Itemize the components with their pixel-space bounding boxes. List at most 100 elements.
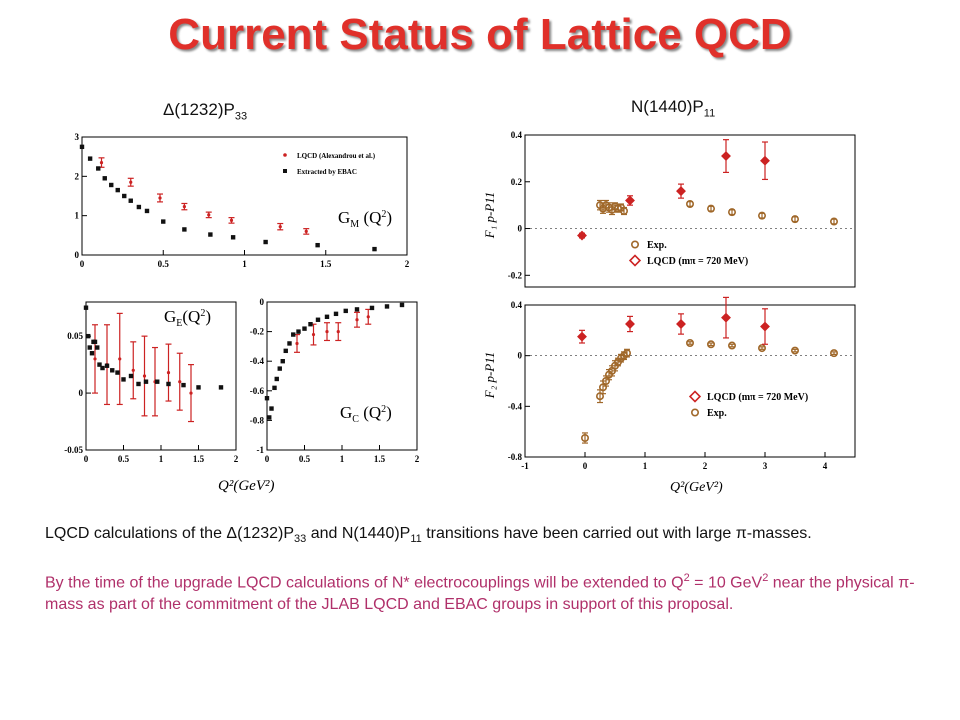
gm-point-ebac bbox=[136, 204, 142, 210]
gc-point-ebac bbox=[291, 332, 296, 337]
gm-point-lqcd bbox=[229, 218, 234, 222]
gm-point-ebac bbox=[182, 227, 187, 232]
ge-point-ebac bbox=[97, 362, 102, 367]
f2-xtick-label: 2 bbox=[703, 461, 708, 471]
f2-xtick-label: 4 bbox=[823, 461, 828, 471]
f2-point-exp bbox=[596, 392, 605, 401]
gc-point-ebac bbox=[324, 314, 330, 319]
left-heading-sub: 33 bbox=[234, 110, 248, 123]
gc-ytick-label: -0.8 bbox=[250, 415, 265, 425]
f2-legend-label: Exp. bbox=[707, 408, 727, 419]
f1-ytick-label: 0.2 bbox=[511, 177, 523, 187]
ge-point-ebac bbox=[89, 351, 95, 356]
f1-point-exp bbox=[728, 208, 737, 217]
p1-b: Δ(1232)P bbox=[226, 525, 295, 542]
f1-point-exp bbox=[686, 199, 695, 208]
f2-legend-marker bbox=[688, 390, 702, 403]
gm-ytick-label: 1 bbox=[75, 211, 80, 221]
f1-point-lqcd bbox=[760, 155, 770, 166]
f1-point-lqcd bbox=[577, 230, 587, 241]
left-heading-text: Δ(1232)P bbox=[163, 100, 235, 119]
gc-xtick-label: 0.5 bbox=[299, 454, 311, 464]
gc-point-ebac bbox=[274, 376, 279, 382]
f2-point-exp bbox=[707, 340, 716, 349]
ge-point-ebac bbox=[95, 345, 100, 350]
gm-label: GM (Q2) bbox=[338, 208, 392, 230]
gc-xtick-label: 0 bbox=[265, 454, 270, 464]
f2-point-exp bbox=[829, 349, 838, 358]
ge-point-lqcd bbox=[131, 368, 135, 372]
left-heading: Δ(1232)P33 bbox=[163, 100, 247, 122]
gm-chart: GM (Q2) 0 1 2 3 0 0.5 1 1.5 2 LQCD (Alexandrou et… bbox=[75, 132, 410, 269]
f2-xtick-label: 1 bbox=[643, 461, 648, 471]
f1-ytick-label: 0 bbox=[518, 224, 523, 234]
gm-xtick-label: 0.5 bbox=[158, 259, 170, 269]
f1-legend-marker bbox=[631, 240, 640, 249]
p1-b-sub: 33 bbox=[294, 533, 307, 546]
f2-point-lqcd bbox=[760, 321, 770, 332]
gc-point-ebac bbox=[384, 304, 390, 309]
ge-point-ebac bbox=[121, 377, 126, 382]
gc-point-ebac bbox=[369, 305, 375, 311]
f2-point-lqcd bbox=[721, 312, 731, 323]
gm-xtick-label: 0 bbox=[80, 259, 85, 269]
f2-point-exp bbox=[790, 346, 799, 355]
f2-legend-marker bbox=[691, 408, 700, 417]
f1-point-lqcd bbox=[721, 151, 731, 161]
ge-point-ebac bbox=[166, 381, 171, 387]
ge-ytick-label: 0.05 bbox=[67, 331, 83, 341]
ge-point-ebac bbox=[196, 385, 201, 390]
f2-point-lqcd bbox=[676, 319, 686, 329]
gc-point-ebac bbox=[343, 308, 348, 314]
gm-legend-label: Extracted by EBAC bbox=[297, 168, 357, 176]
ge-point-lqcd bbox=[142, 374, 147, 378]
f2-point-exp bbox=[728, 341, 737, 350]
gc-ytick-label: -1 bbox=[257, 445, 265, 455]
f2-ytick-label: 0 bbox=[518, 351, 523, 361]
right-heading-sub: 11 bbox=[703, 107, 716, 120]
gm-point-ebac bbox=[96, 166, 101, 171]
gm-point-ebac bbox=[315, 242, 320, 248]
gc-point-ebac bbox=[315, 317, 321, 322]
gc-ytick-label: -0.2 bbox=[250, 327, 265, 337]
p1-a: LQCD calculations of the bbox=[45, 525, 227, 542]
gm-point-lqcd bbox=[158, 196, 162, 200]
gm-point-ebac bbox=[109, 182, 114, 188]
ge-point-lqcd bbox=[93, 357, 97, 361]
gm-legend-marker bbox=[283, 169, 287, 173]
paragraph-2: By the time of the upgrade LQCD calculat… bbox=[45, 567, 925, 616]
ge-point-ebac bbox=[128, 373, 134, 379]
gc-point-ebac bbox=[302, 326, 307, 331]
f1-point-exp bbox=[829, 217, 838, 226]
f2-point-exp bbox=[599, 383, 608, 392]
f1-point-exp bbox=[790, 215, 799, 224]
ge-point-ebac bbox=[104, 363, 110, 368]
gm-xtick-label: 2 bbox=[405, 259, 410, 269]
f1-point-lqcd bbox=[676, 186, 686, 197]
f2-xtick-label: 0 bbox=[583, 461, 588, 471]
gm-point-ebac bbox=[263, 239, 268, 245]
f1-ytick-label: -0.2 bbox=[508, 270, 523, 280]
right-heading: N(1440)P11 bbox=[631, 97, 715, 119]
f2-ylabel: F₂ p-P11 bbox=[482, 352, 497, 400]
ge-point-lqcd bbox=[178, 380, 182, 384]
gc-point-lqcd bbox=[336, 330, 340, 334]
f2-point-exp bbox=[602, 377, 611, 386]
f1-ytick-label: 0.4 bbox=[511, 130, 523, 140]
gm-point-lqcd bbox=[182, 205, 186, 209]
p2-a: By the time of the upgrade LQCD calculat… bbox=[45, 574, 684, 592]
gm-point-lqcd bbox=[129, 180, 133, 184]
gm-ytick-label: 3 bbox=[75, 132, 80, 142]
f1-legend-label: Exp. bbox=[647, 240, 667, 251]
f2-point-exp bbox=[686, 338, 695, 347]
gm-point-lqcd bbox=[99, 160, 104, 165]
f1-point-exp bbox=[757, 211, 766, 220]
ge-xtick-label: 0.5 bbox=[118, 454, 130, 464]
gm-point-ebac bbox=[87, 156, 93, 161]
gc-point-ebac bbox=[308, 322, 313, 327]
ge-xtick-label: 1 bbox=[159, 454, 164, 464]
f1-point-exp bbox=[620, 207, 629, 216]
gc-xtick-label: 1 bbox=[340, 454, 345, 464]
gm-ytick-label: 2 bbox=[75, 171, 80, 181]
